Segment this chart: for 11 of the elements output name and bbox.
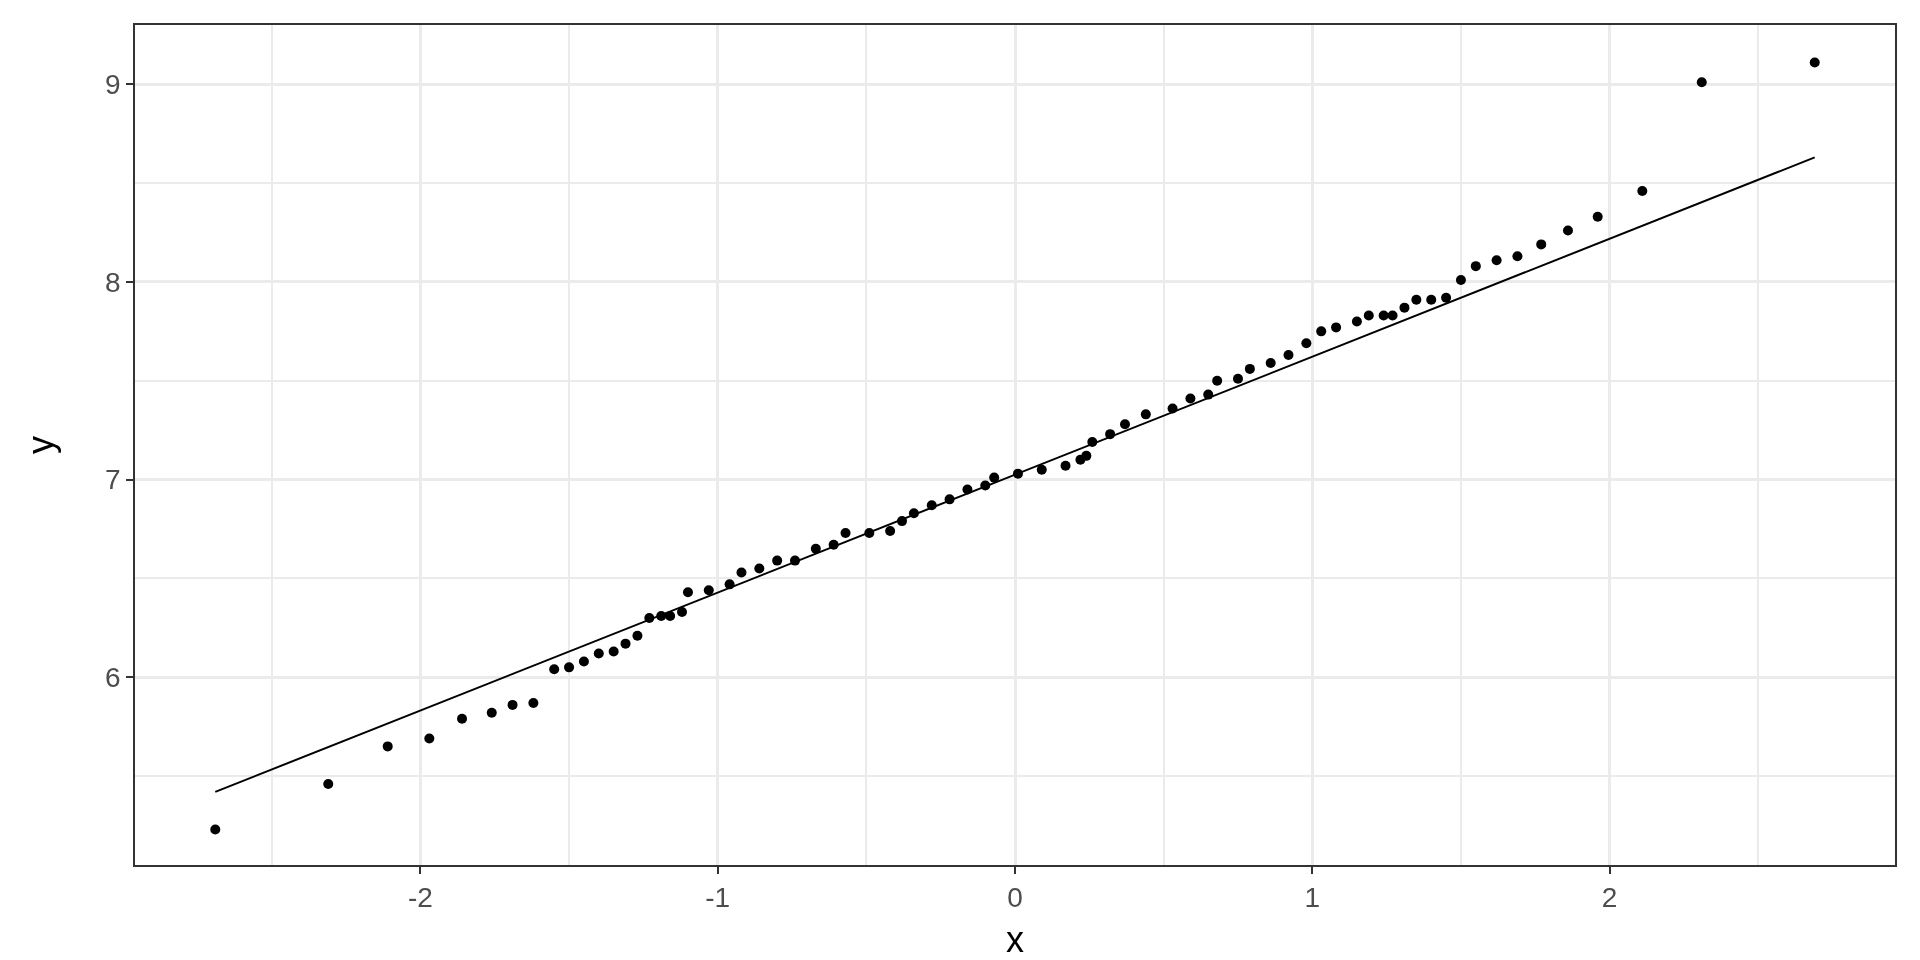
x-tick-label: -1 — [705, 882, 731, 914]
x-tick-label: 2 — [1601, 882, 1618, 914]
y-tick-label: 6 — [105, 662, 121, 694]
y-tick-label: 8 — [105, 266, 121, 298]
y-axis-title: y — [19, 436, 61, 454]
x-tick-label: -2 — [407, 882, 433, 914]
x-tick-label: 0 — [1007, 882, 1023, 914]
y-tick-label: 7 — [105, 464, 121, 496]
x-tick-label: 1 — [1304, 882, 1321, 914]
x-axis-title: x — [1006, 919, 1024, 960]
y-tick-label: 9 — [105, 69, 121, 101]
